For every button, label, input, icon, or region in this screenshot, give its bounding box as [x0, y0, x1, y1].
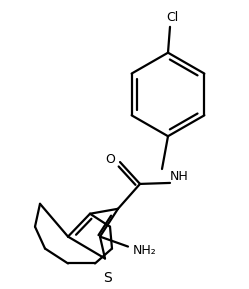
- Text: Cl: Cl: [166, 11, 178, 24]
- Text: S: S: [103, 271, 111, 286]
- Text: O: O: [105, 153, 115, 166]
- Text: NH₂: NH₂: [133, 244, 157, 257]
- Text: NH: NH: [170, 171, 189, 184]
